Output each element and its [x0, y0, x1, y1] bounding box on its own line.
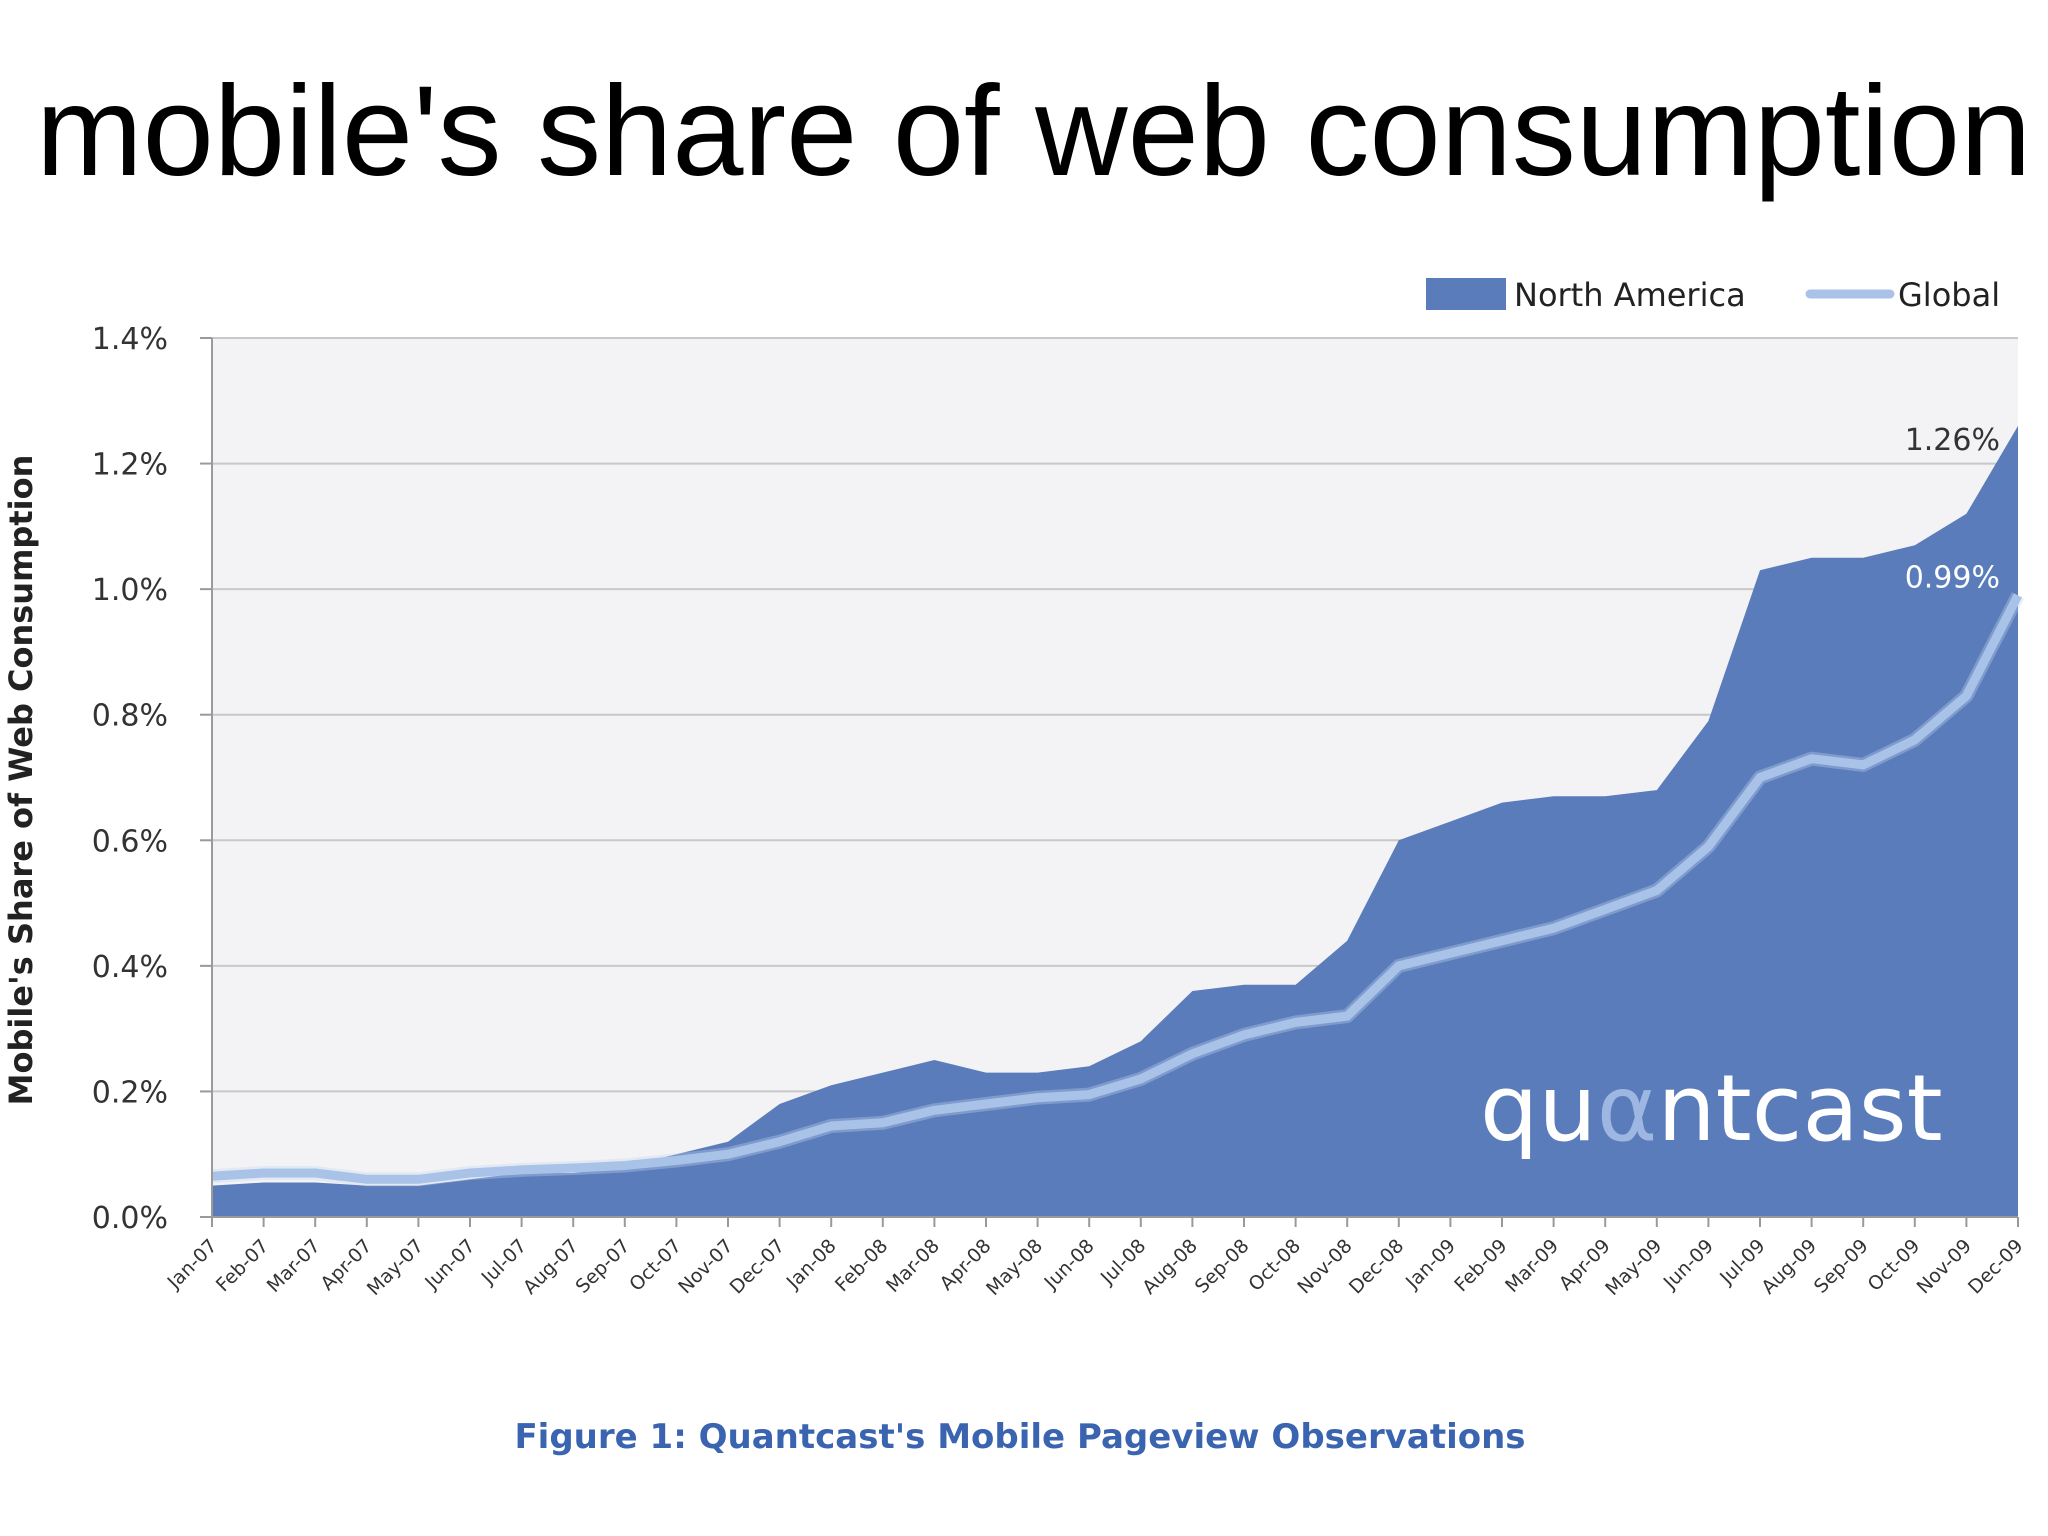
x-tick-label: Dec-09 — [1964, 1235, 2028, 1299]
end-value-label-north-america: 1.26% — [1905, 423, 2000, 458]
y-tick-label: 0.2% — [92, 1075, 168, 1110]
legend-label-north-america: North America — [1514, 276, 1746, 314]
x-tick-label: Mar-07 — [263, 1235, 325, 1297]
axes — [200, 337, 2019, 1227]
x-tick-label: May-09 — [1601, 1235, 1666, 1300]
y-tick-label: 0.4% — [92, 950, 168, 985]
y-tick-label: 1.4% — [92, 322, 168, 357]
x-tick-labels: Jan-07Feb-07Mar-07Apr-07May-07Jun-07Jul-… — [163, 1235, 2028, 1300]
figure-caption: Figure 1: Quantcast's Mobile Pageview Ob… — [514, 1417, 1525, 1457]
x-tick-label: Jan-07 — [163, 1235, 222, 1294]
series-area-north-america — [212, 425, 2018, 1217]
x-tick-label: Aug-09 — [1757, 1235, 1821, 1299]
x-tick-label: May-07 — [363, 1235, 428, 1300]
x-tick-label: May-08 — [982, 1235, 1047, 1300]
x-tick-label: Mar-08 — [882, 1235, 944, 1297]
x-tick-label: Jun-07 — [420, 1235, 479, 1294]
x-tick-label: Dec-08 — [1345, 1235, 1409, 1299]
y-axis-label: Mobile's Share of Web Consumption — [2, 455, 40, 1106]
x-tick-label: Sep-07 — [572, 1235, 635, 1298]
series-line-global — [211, 593, 2023, 1184]
y-tick-label: 0.6% — [92, 824, 168, 859]
x-tick-label: Feb-07 — [212, 1235, 273, 1296]
legend-label-global: Global — [1898, 276, 2000, 314]
x-tick-label: Jan-09 — [1401, 1235, 1460, 1294]
svg-text:quαntcast: quαntcast — [1480, 1055, 1943, 1162]
x-tick-label: Mar-09 — [1501, 1235, 1563, 1297]
quantcast-logo: quαntcast — [1480, 1055, 1943, 1162]
legend: North America Global — [1426, 276, 2000, 314]
x-tick-label: Jun-09 — [1659, 1235, 1718, 1294]
y-tick-label: 0.0% — [92, 1201, 168, 1236]
slide-title: mobile's share of web consumption — [36, 60, 2032, 203]
x-tick-label: Aug-08 — [1138, 1235, 1202, 1299]
end-value-label-global: 0.99% — [1905, 560, 2000, 595]
x-tick-label: Sep-08 — [1191, 1235, 1254, 1298]
x-tick-label: Dec-07 — [726, 1235, 790, 1299]
x-tick-label: Nov-08 — [1293, 1235, 1356, 1298]
x-tick-label: Jun-08 — [1040, 1235, 1099, 1294]
legend-swatch-north-america — [1426, 278, 1506, 310]
y-tick-label: 1.2% — [92, 448, 168, 483]
x-tick-label: Nov-09 — [1913, 1235, 1976, 1298]
y-tick-label: 0.8% — [92, 699, 168, 734]
y-tick-label: 1.0% — [92, 573, 168, 608]
y-tick-labels: 0.0% 0.2% 0.4% 0.6% 0.8% 1.0% 1.2% 1.4% — [92, 322, 168, 1236]
x-tick-label: Jan-08 — [782, 1235, 841, 1294]
x-tick-label: Feb-09 — [1450, 1235, 1511, 1296]
x-tick-label: Feb-08 — [831, 1235, 892, 1296]
x-tick-label: Aug-07 — [519, 1235, 583, 1299]
x-tick-label: Nov-07 — [674, 1235, 737, 1298]
x-tick-label: Sep-09 — [1810, 1235, 1873, 1298]
